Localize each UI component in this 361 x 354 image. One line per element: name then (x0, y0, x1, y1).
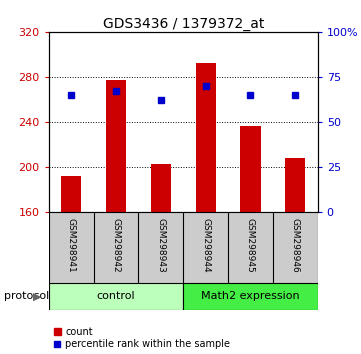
Bar (196, 63, 216, 212)
Bar (285, 158, 305, 212)
Text: GSM298943: GSM298943 (156, 218, 165, 273)
Text: GSM298941: GSM298941 (67, 218, 76, 273)
Text: protocol: protocol (4, 291, 49, 302)
Text: GSM298942: GSM298942 (112, 218, 121, 273)
Bar (61, 176, 81, 212)
Text: GSM298946: GSM298946 (291, 218, 300, 273)
Text: Math2 expression: Math2 expression (201, 291, 300, 302)
Bar (151, 164, 171, 212)
Title: GDS3436 / 1379372_at: GDS3436 / 1379372_at (103, 17, 264, 31)
Bar (240, 126, 261, 212)
Text: GSM298944: GSM298944 (201, 218, 210, 273)
Legend: count, percentile rank within the sample: count, percentile rank within the sample (53, 327, 230, 349)
Bar (183, 283, 318, 310)
Bar (106, 80, 126, 212)
Text: GSM298945: GSM298945 (246, 218, 255, 273)
Text: ▶: ▶ (32, 291, 41, 302)
Bar (49, 283, 183, 310)
Text: control: control (97, 291, 135, 302)
